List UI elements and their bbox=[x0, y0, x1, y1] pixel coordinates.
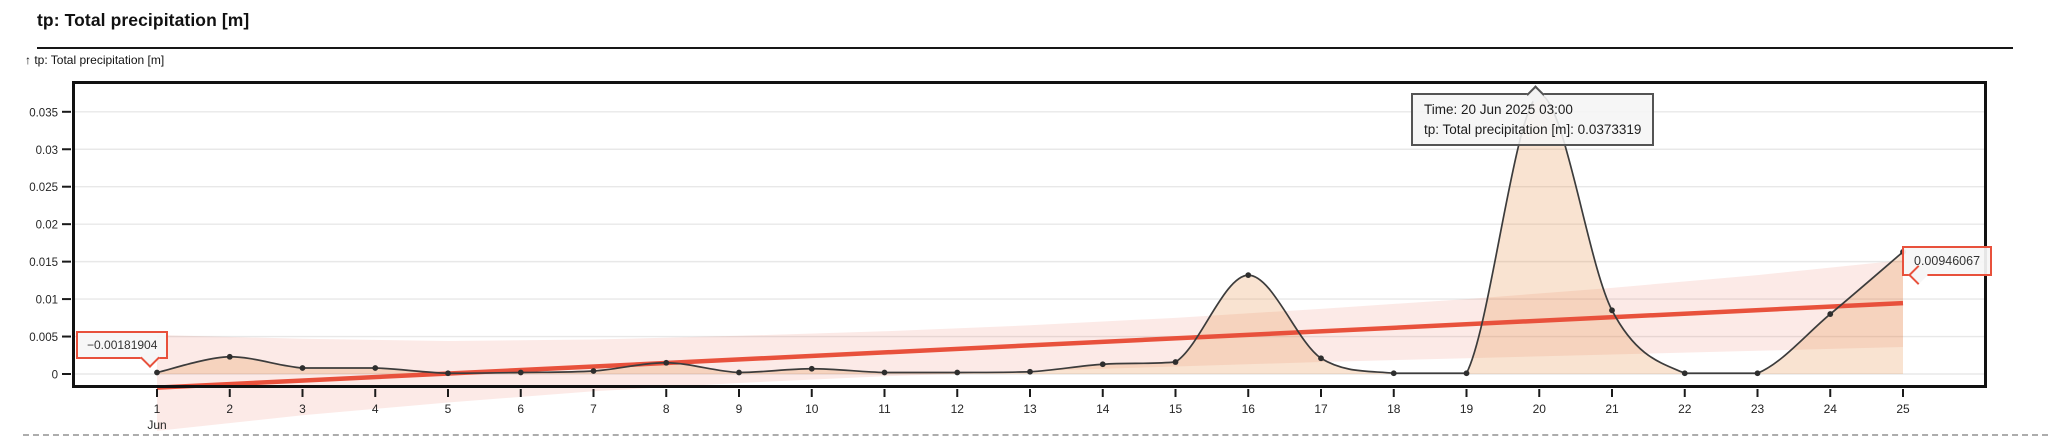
svg-text:3: 3 bbox=[299, 402, 306, 416]
svg-text:0.005: 0.005 bbox=[29, 332, 58, 344]
svg-text:20: 20 bbox=[1533, 402, 1547, 416]
svg-text:2: 2 bbox=[226, 402, 233, 416]
bottom-dashed-divider bbox=[23, 434, 2048, 436]
svg-text:0.035: 0.035 bbox=[29, 107, 58, 119]
svg-text:1: 1 bbox=[154, 402, 161, 416]
svg-text:15: 15 bbox=[1169, 402, 1183, 416]
svg-text:18: 18 bbox=[1387, 402, 1401, 416]
title-divider bbox=[37, 47, 2013, 49]
svg-text:24: 24 bbox=[1824, 402, 1838, 416]
svg-text:19: 19 bbox=[1460, 402, 1474, 416]
svg-text:0.01: 0.01 bbox=[36, 295, 58, 307]
svg-text:7: 7 bbox=[590, 402, 597, 416]
svg-text:16: 16 bbox=[1242, 402, 1256, 416]
month-label: Jun bbox=[147, 418, 166, 432]
y-axis-caption: ↑ tp: Total precipitation [m] bbox=[25, 53, 165, 67]
page-title: tp: Total precipitation [m] bbox=[37, 10, 250, 30]
svg-text:0.02: 0.02 bbox=[36, 220, 58, 232]
trend-start-value-label: −0.00181904 bbox=[76, 331, 169, 368]
trend-start-value: −0.00181904 bbox=[87, 338, 158, 352]
y-axis: 0 0.005 0.01 0.015 0.02 0.025 0.03 0.035 bbox=[29, 107, 71, 382]
hover-tooltip: Time: 20 Jun 2025 03:00 tp: Total precip… bbox=[1411, 85, 1655, 146]
trend-end-value: 0.00946067 bbox=[1914, 254, 1981, 268]
series-area-fill bbox=[157, 94, 1903, 375]
svg-text:8: 8 bbox=[663, 402, 670, 416]
svg-text:12: 12 bbox=[951, 402, 965, 416]
svg-text:0: 0 bbox=[52, 370, 58, 382]
svg-text:14: 14 bbox=[1096, 402, 1110, 416]
svg-text:0.025: 0.025 bbox=[29, 182, 58, 194]
tooltip-value-line: tp: Total precipitation [m]: 0.0373319 bbox=[1424, 121, 1642, 137]
svg-text:21: 21 bbox=[1605, 402, 1619, 416]
svg-text:4: 4 bbox=[372, 402, 379, 416]
svg-text:23: 23 bbox=[1751, 402, 1765, 416]
svg-text:0.015: 0.015 bbox=[29, 257, 58, 269]
svg-text:13: 13 bbox=[1023, 402, 1037, 416]
svg-text:5: 5 bbox=[445, 402, 452, 416]
svg-text:25: 25 bbox=[1896, 402, 1910, 416]
x-axis: 1 2 3 4 5 6 7 8 9 10 11 12 13 14 15 16 17 18 19 20 21 22 23 24 2… bbox=[147, 389, 1910, 432]
svg-text:6: 6 bbox=[517, 402, 524, 416]
svg-text:22: 22 bbox=[1678, 402, 1692, 416]
tooltip-time-line: Time: 20 Jun 2025 03:00 bbox=[1424, 102, 1573, 117]
svg-text:10: 10 bbox=[805, 402, 819, 416]
svg-text:17: 17 bbox=[1314, 402, 1328, 416]
svg-text:11: 11 bbox=[878, 402, 891, 416]
trend-end-value-label: 0.00946067 bbox=[1902, 246, 1993, 285]
plot-frame bbox=[72, 81, 1987, 388]
svg-text:9: 9 bbox=[736, 402, 743, 416]
svg-text:0.03: 0.03 bbox=[36, 145, 58, 157]
